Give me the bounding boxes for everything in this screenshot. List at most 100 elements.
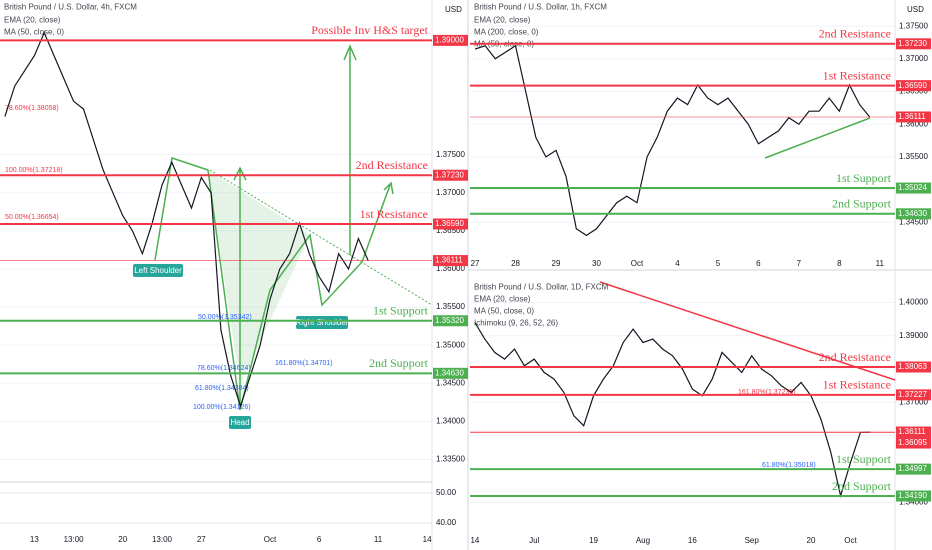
y-tick-label: 1.33500 <box>436 455 465 464</box>
fib-label: 78.60%(1.34624) <box>197 365 251 372</box>
price-tag-label: 1.35024 <box>898 183 927 192</box>
x-tick-label: 11 <box>876 259 885 268</box>
y-tick-label: 50.00 <box>436 488 457 497</box>
y-tick-label: 1.37000 <box>436 188 465 197</box>
x-tick-label: 27 <box>197 535 206 544</box>
chart-title: British Pound / U.S. Dollar, 1D, FXCM <box>474 283 609 292</box>
pattern-tag <box>229 416 251 429</box>
legend-entry: EMA (20, close) <box>474 295 531 304</box>
y-tick-label: 1.37500 <box>899 21 928 30</box>
x-tick-label: 8 <box>837 259 842 268</box>
pattern-label: Left Shoulder <box>134 266 182 275</box>
x-tick-label: Oct <box>844 536 857 545</box>
x-tick-label: Oct <box>264 535 277 544</box>
fib-label: 100.00%(1.37218) <box>5 167 63 174</box>
x-tick-label: 14 <box>423 535 432 544</box>
x-tick-label: 20 <box>118 535 127 544</box>
x-tick-label: Oct <box>631 259 644 268</box>
level-label: 1st Support <box>836 171 892 185</box>
fib-label: 78.60%(1.38058) <box>5 105 59 112</box>
price-tag-label: 1.36111 <box>898 427 926 436</box>
level-label: 2nd Resistance <box>819 27 891 41</box>
price-tag <box>433 169 468 181</box>
price-tag-label: 1.34630 <box>898 209 927 218</box>
legend-entry: MA (50, close, 0) <box>474 307 534 316</box>
currency-label: USD <box>445 5 462 14</box>
x-tick-label: 20 <box>807 536 816 545</box>
x-tick-label: 19 <box>589 536 598 545</box>
x-tick-label: 27 <box>471 259 480 268</box>
y-tick-label: 1.34500 <box>899 217 928 226</box>
price-line <box>474 44 871 237</box>
level-label: 2nd Support <box>832 197 892 211</box>
price-tag <box>896 38 931 50</box>
price-tag <box>896 361 931 373</box>
y-tick-label: 1.35500 <box>436 302 465 311</box>
y-tick-label: 1.36000 <box>899 119 928 128</box>
price-tag <box>896 80 931 92</box>
fib-label: 100.00%(1.34126) <box>193 404 251 411</box>
fib-label: 61.80%(1.35018) <box>762 462 816 469</box>
arrow-head <box>343 44 357 61</box>
price-tag-label: 1.37227 <box>898 390 927 399</box>
fib-label: 161.80%(1.37235) <box>738 389 796 396</box>
y-tick-label: 1.37000 <box>899 398 928 407</box>
level-label: 1st Resistance <box>823 378 891 392</box>
y-tick-label: 1.35000 <box>436 340 465 349</box>
x-tick-label: 13:00 <box>64 535 85 544</box>
legend-entry: EMA (20, close) <box>4 16 61 25</box>
y-tick-label: 1.34000 <box>899 497 928 506</box>
price-tag-label: 1.34190 <box>898 491 927 500</box>
price-tag <box>896 182 931 194</box>
x-tick-label: 4 <box>675 259 680 268</box>
level-label: 1st Resistance <box>823 68 891 82</box>
price-tag-label: 1.38063 <box>898 362 927 371</box>
price-tag <box>896 111 931 123</box>
y-tick-label: 40.00 <box>436 518 457 527</box>
fib-label: 50.00%(1.35342) <box>198 314 252 321</box>
price-tag-label: 1.37230 <box>435 170 464 179</box>
x-tick-label: Sep <box>745 536 760 545</box>
currency-label: USD <box>907 5 924 14</box>
y-tick-label: 1.34000 <box>436 416 465 425</box>
x-tick-label: 6 <box>317 535 322 544</box>
x-tick-label: 7 <box>797 259 802 268</box>
x-tick-label: Jul <box>529 536 539 545</box>
y-tick-label: 1.36000 <box>436 264 465 273</box>
pattern-path <box>154 157 391 411</box>
price-tag <box>896 208 931 220</box>
price-tag <box>896 463 931 475</box>
legend-entry: Ichimoku (9, 26, 52, 26) <box>474 319 558 328</box>
arrow-head <box>383 181 394 195</box>
fib-label: 161.80%(1.34701) <box>275 360 333 367</box>
x-tick-label: 6 <box>756 259 761 268</box>
price-tag <box>433 367 468 379</box>
chart-title: British Pound / U.S. Dollar, 4h, FXCM <box>4 3 137 12</box>
x-tick-label: Aug <box>636 536 650 545</box>
price-tag-label: 1.36095 <box>898 438 927 447</box>
x-tick-label: 28 <box>511 259 520 268</box>
price-tag-label: 1.34630 <box>435 368 464 377</box>
price-tag <box>433 315 468 327</box>
x-tick-label: 11 <box>374 535 383 544</box>
price-tag <box>896 426 931 438</box>
price-tag <box>896 490 931 502</box>
pattern-tag <box>133 264 183 277</box>
x-tick-label: 30 <box>592 259 601 268</box>
pattern-tag <box>296 316 348 329</box>
price-tag <box>433 255 468 267</box>
price-tag <box>896 389 931 401</box>
level-label: 1st Support <box>373 304 429 318</box>
x-tick-label: 13:00 <box>152 535 173 544</box>
price-tag-label: 1.39000 <box>435 35 464 44</box>
level-label: 1st Resistance <box>360 207 428 221</box>
x-tick-label: 5 <box>716 259 721 268</box>
price-tag-label: 1.36111 <box>435 256 463 265</box>
trend-line <box>599 281 896 381</box>
y-tick-label: 1.37500 <box>436 150 465 159</box>
price-tag <box>433 218 468 230</box>
price-line <box>4 31 369 409</box>
price-tag-label: 1.36590 <box>898 81 927 90</box>
